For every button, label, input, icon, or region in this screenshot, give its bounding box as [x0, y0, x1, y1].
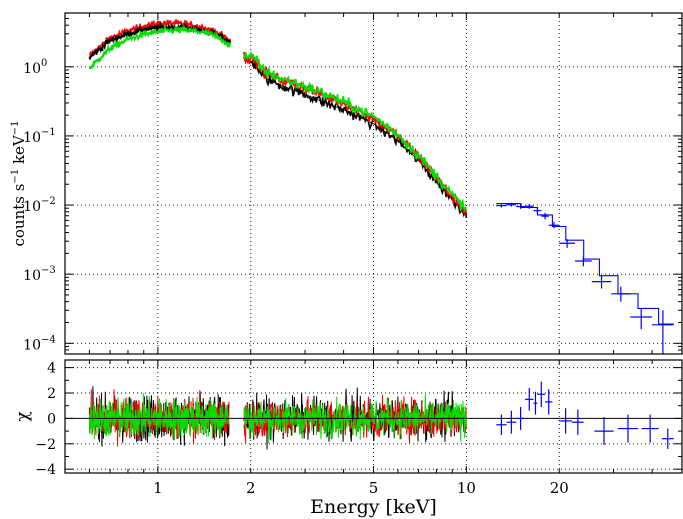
blue-data-point — [496, 203, 507, 208]
residual-y-axis-label: χ — [13, 411, 33, 421]
x-tick-label: 2 — [246, 479, 256, 497]
y-tick-label: 10 — [23, 337, 41, 353]
blue-residual-point — [506, 410, 517, 434]
spectrum-frame — [64, 12, 683, 355]
blue-data-point — [559, 239, 576, 248]
y-tick-label: 10 — [23, 199, 41, 215]
blue-data-point — [652, 310, 674, 354]
spectrum-model-5 — [243, 55, 467, 211]
residual-y-tick-label: 2 — [47, 386, 56, 402]
blue-residual-point — [545, 389, 553, 415]
x-tick-label: 10 — [457, 479, 476, 497]
blue-residual-point — [572, 409, 584, 435]
y-tick-exponent: −2 — [41, 196, 56, 207]
blue-data-point — [630, 308, 653, 330]
blue-residual-point — [594, 417, 614, 446]
blue-residual-point — [617, 414, 638, 443]
blue-residual-point — [525, 387, 534, 411]
x-tick-label: 5 — [369, 479, 379, 497]
spectrum-model-4 — [243, 56, 467, 212]
spectrum-model-2 — [89, 29, 231, 69]
x-tick-label: 1 — [153, 479, 163, 497]
blue-data-point — [541, 212, 549, 220]
blue-data-point — [548, 221, 560, 229]
residual-y-tick-label: −4 — [35, 462, 56, 478]
residual-trace — [88, 393, 230, 440]
x-tick-label: 20 — [550, 479, 569, 497]
blue-residual-point — [496, 414, 507, 435]
blue-residual-point — [516, 406, 526, 430]
blue-data-point — [506, 202, 517, 207]
spectrum-series-2 — [89, 23, 232, 70]
blue-residual-point — [661, 428, 674, 449]
y-tick-label: 10 — [23, 268, 41, 284]
y-tick-exponent: −4 — [41, 334, 56, 345]
blue-data-point — [516, 204, 526, 209]
residual-y-tick-label: 4 — [47, 361, 56, 377]
residuals-panel: −4 −2 0 2 4 1 2 5 10 20 χ Energy [keV] — [13, 359, 683, 518]
residual-series-2 — [88, 393, 230, 440]
residual-series-4 — [243, 394, 467, 445]
blue-residual-point — [537, 381, 546, 407]
y-tick-exponent: −1 — [41, 127, 56, 138]
blue-data-point — [591, 275, 612, 289]
blue-data-point — [575, 256, 592, 267]
y-tick-exponent: 0 — [41, 58, 47, 69]
blue-residual-point — [533, 391, 538, 415]
blue-data-point — [533, 207, 542, 214]
y-axis-label: counts s−1 keV−1 — [10, 120, 28, 246]
blue-residual-point — [559, 408, 573, 434]
blue-data-point — [611, 286, 631, 302]
y-tick-exponent: −3 — [41, 265, 56, 276]
spectrum-series-5 — [243, 50, 467, 213]
spectrum-series-3 — [243, 53, 468, 219]
residual-y-tick-label: −2 — [35, 437, 56, 453]
spectrum-model-3 — [243, 59, 467, 214]
y-tick-label: 10 — [23, 130, 41, 146]
blue-residual-point — [641, 414, 659, 443]
blue-model-step — [496, 203, 674, 325]
x-axis-label: Energy [keV] — [310, 496, 437, 518]
blue-data-point — [525, 203, 534, 209]
y-tick-label: 10 — [23, 61, 41, 77]
residual-y-tick-label: 0 — [47, 411, 56, 427]
residual-trace — [243, 394, 467, 445]
